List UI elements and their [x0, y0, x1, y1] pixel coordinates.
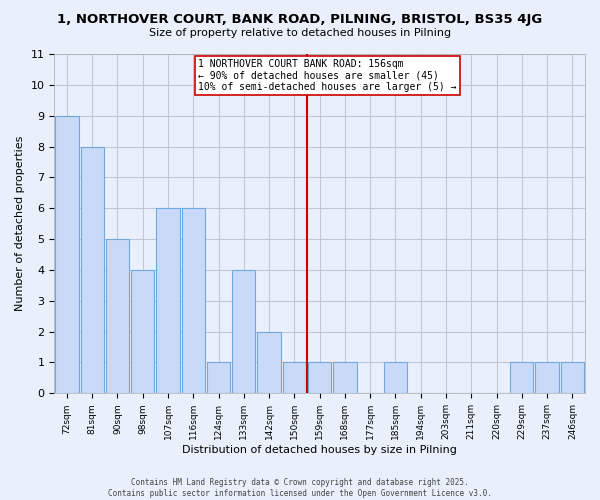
Bar: [106, 239, 129, 394]
Bar: [257, 332, 281, 394]
Bar: [55, 116, 79, 394]
Bar: [182, 208, 205, 394]
Bar: [283, 362, 306, 394]
Text: Size of property relative to detached houses in Pilning: Size of property relative to detached ho…: [149, 28, 451, 38]
Bar: [308, 362, 331, 394]
Bar: [131, 270, 154, 394]
Bar: [384, 362, 407, 394]
Bar: [333, 362, 356, 394]
Text: Contains HM Land Registry data © Crown copyright and database right 2025.
Contai: Contains HM Land Registry data © Crown c…: [108, 478, 492, 498]
Bar: [207, 362, 230, 394]
Bar: [80, 146, 104, 394]
Y-axis label: Number of detached properties: Number of detached properties: [15, 136, 25, 312]
Bar: [561, 362, 584, 394]
Bar: [510, 362, 533, 394]
Bar: [232, 270, 256, 394]
Text: 1 NORTHOVER COURT BANK ROAD: 156sqm
← 90% of detached houses are smaller (45)
10: 1 NORTHOVER COURT BANK ROAD: 156sqm ← 90…: [199, 58, 457, 92]
Bar: [535, 362, 559, 394]
Bar: [157, 208, 179, 394]
Text: 1, NORTHOVER COURT, BANK ROAD, PILNING, BRISTOL, BS35 4JG: 1, NORTHOVER COURT, BANK ROAD, PILNING, …: [58, 12, 542, 26]
X-axis label: Distribution of detached houses by size in Pilning: Distribution of detached houses by size …: [182, 445, 457, 455]
